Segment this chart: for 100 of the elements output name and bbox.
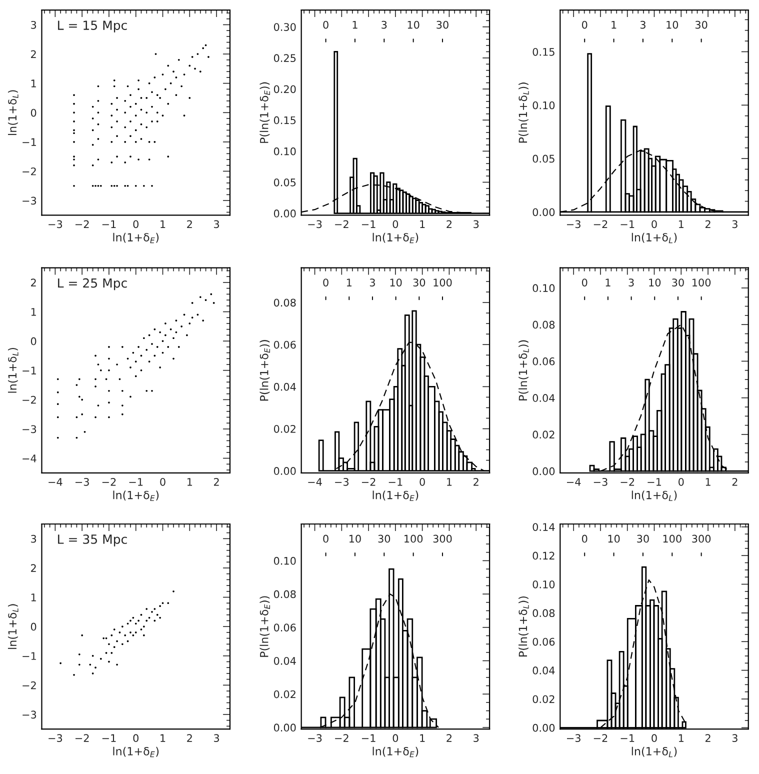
y-axis-title: P(ln(1+δ$_{E}$)) — [260, 82, 270, 143]
x-axis-title: ln(1+δ$_{E}$) — [372, 490, 418, 501]
y-tick-label: −2 — [22, 396, 36, 404]
x-tick-label: −1 — [620, 220, 634, 228]
y-tick-label: −2 — [22, 167, 36, 176]
x-tick-label: 1 — [678, 734, 684, 742]
x-tick-label: −1 — [102, 220, 116, 228]
y-tick-label: 0.10 — [532, 101, 555, 110]
x-tick-label: 0 — [652, 220, 657, 228]
x-tick-label: 0 — [652, 734, 657, 742]
y-tick-label: 0.08 — [532, 320, 555, 329]
y-axis-title: P(ln(1+δ$_{E}$)) — [260, 340, 270, 401]
annotation: 30 — [378, 534, 390, 543]
y-tick-label: 0.00 — [274, 210, 296, 218]
y-axis-title: ln(1+δ$_{L}$) — [8, 90, 18, 135]
x-tick-label: −2 — [335, 220, 348, 228]
x-tick-label: 0 — [392, 220, 398, 228]
x-tick-label: 0 — [420, 478, 425, 486]
annotation: L = 35 Mpc — [58, 534, 127, 546]
y-axis-title: P(ln(1+δ$_{E}$)) — [260, 596, 270, 657]
y-tick-label: −1 — [22, 366, 36, 374]
x-tick-label: −2 — [76, 734, 89, 742]
y-tick-label: 0.12 — [532, 552, 554, 560]
x-tick-label: 0 — [160, 478, 166, 486]
x-axis-title: ln(1+δ$_{L}$) — [632, 490, 677, 501]
annotation: 10 — [666, 20, 678, 29]
y-tick-label: 0.06 — [274, 340, 296, 349]
y-tick-label: 0.05 — [532, 154, 554, 163]
x-tick-label: −1 — [388, 478, 402, 486]
x-tick-label: 2 — [705, 220, 710, 228]
annotation: 30 — [672, 278, 684, 286]
y-tick-label: 0.15 — [274, 116, 296, 124]
x-tick-label: −1 — [362, 734, 376, 742]
x-tick-label: 0 — [133, 734, 138, 742]
annotation: 10 — [649, 278, 661, 286]
x-tick-label: −4 — [567, 478, 581, 486]
annotation: 30 — [637, 534, 649, 543]
annotation: 10 — [408, 20, 420, 29]
y-tick-label: 3 — [31, 20, 36, 29]
x-axis-title: ln(1+δ$_{E}$) — [113, 746, 159, 758]
annotation: 0 — [582, 534, 588, 543]
y-tick-label: 0.00 — [274, 724, 296, 732]
y-tick-label: 0 — [30, 108, 36, 117]
x-tick-label: 1 — [420, 734, 425, 742]
x-tick-label: −3 — [48, 734, 62, 742]
x-tick-label: 2 — [446, 220, 452, 228]
annotation: 30 — [413, 278, 426, 286]
x-tick-label: 1 — [420, 220, 425, 228]
annotation: 30 — [436, 20, 448, 29]
x-axis-title: ln(1+δ$_{E}$) — [372, 232, 418, 244]
annotation: 3 — [370, 278, 375, 286]
y-tick-label: 0.14 — [532, 523, 555, 531]
annotation: 100 — [692, 278, 711, 286]
y-tick-label: 0 — [30, 622, 36, 631]
x-tick-label: 3 — [732, 220, 738, 228]
x-axis-title: ln(1+δ$_{E}$) — [113, 490, 159, 501]
y-tick-label: 0.30 — [274, 23, 296, 31]
annotation: 1 — [606, 278, 610, 286]
x-tick-label: 3 — [214, 220, 220, 228]
y-tick-label: 1 — [31, 594, 36, 602]
x-tick-label: 1 — [187, 478, 192, 486]
x-tick-label: −1 — [620, 734, 634, 742]
y-tick-label: 0.10 — [532, 580, 555, 588]
y-tick-label: 0.06 — [532, 357, 555, 366]
x-tick-label: 2 — [214, 478, 219, 486]
y-axis-title: P(ln(1+δ$_{L}$)) — [518, 340, 529, 400]
annotation: 300 — [692, 534, 711, 543]
y-tick-label: 2 — [31, 278, 36, 286]
x-tick-label: −2 — [335, 734, 348, 742]
annotation: 0 — [323, 534, 328, 543]
x-axis-title: ln(1+δ$_{E}$) — [113, 232, 159, 244]
y-tick-label: 0 — [30, 337, 36, 346]
annotation: 100 — [404, 534, 423, 543]
y-axis-title: P(ln(1+δ$_{L}$)) — [518, 596, 529, 657]
x-tick-label: 3 — [474, 220, 479, 228]
y-tick-label: 3 — [31, 534, 36, 543]
y-tick-label: 0.04 — [532, 394, 555, 402]
annotation: 10 — [390, 278, 402, 286]
y-tick-label: 0.02 — [532, 430, 554, 439]
y-axis-title: ln(1+δ$_{L}$) — [8, 604, 18, 649]
annotation: 0 — [582, 278, 588, 286]
annotation: 10 — [349, 534, 361, 543]
y-tick-label: 0.00 — [532, 467, 555, 476]
annotation: 0 — [323, 20, 328, 29]
x-tick-label: 2 — [187, 220, 192, 228]
annotation: 0 — [582, 20, 588, 29]
y-tick-label: 0.00 — [532, 724, 555, 732]
y-tick-label: 0.04 — [532, 666, 555, 674]
x-tick-label: 2 — [187, 734, 192, 742]
annotation: 1 — [612, 20, 616, 29]
x-tick-label: −1 — [648, 478, 661, 486]
y-tick-label: 0.08 — [532, 609, 555, 618]
annotation: 3 — [628, 278, 634, 286]
x-tick-label: 1 — [447, 478, 452, 486]
y-tick-label: 0.20 — [274, 85, 296, 94]
y-axis-title: ln(1+δ$_{L}$) — [8, 348, 18, 393]
x-tick-label: 0 — [678, 478, 684, 486]
x-tick-label: 0 — [392, 734, 398, 742]
annotation: 1 — [352, 20, 358, 29]
annotation: 100 — [434, 278, 452, 286]
